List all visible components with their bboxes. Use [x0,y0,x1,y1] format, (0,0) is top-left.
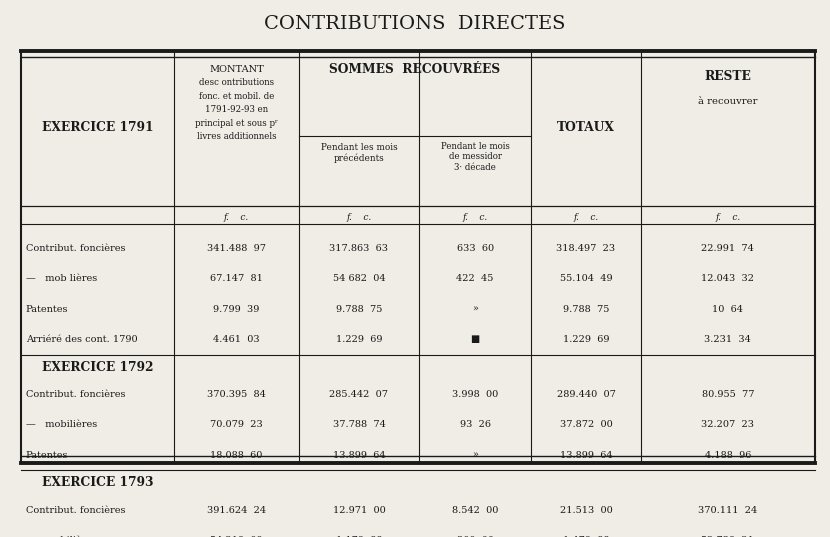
Text: SOMMES  RECOUVRÉES: SOMMES RECOUVRÉES [330,63,500,76]
Text: 1.229  69: 1.229 69 [335,335,383,344]
Text: Pendant les mois
précédents: Pendant les mois précédents [320,143,398,163]
Text: 52.739  21: 52.739 21 [701,536,754,537]
Text: 55.104  49: 55.104 49 [559,274,613,283]
Text: à recouvrer: à recouvrer [698,97,758,105]
Text: EXERCICE 1792: EXERCICE 1792 [42,360,154,374]
Text: 80.955  77: 80.955 77 [701,390,754,399]
Text: f.    c.: f. c. [346,213,372,222]
Text: MONTANT: MONTANT [209,65,264,74]
Text: 633  60: 633 60 [457,244,494,253]
Text: 391.624  24: 391.624 24 [207,506,266,515]
Text: 13.899  64: 13.899 64 [559,451,613,460]
Text: EXERCICE 1791: EXERCICE 1791 [42,121,154,134]
Text: »: » [472,304,478,314]
Text: 32.207  23: 32.207 23 [701,420,754,430]
Text: 1 479  88: 1 479 88 [563,536,609,537]
Text: 18.088  60: 18.088 60 [210,451,263,460]
Text: »: » [472,451,478,460]
Text: 22.991  74: 22.991 74 [701,244,754,253]
Text: Contribut. foncières: Contribut. foncières [26,244,125,253]
Text: —   mobilières: — mobilières [26,420,97,430]
Text: fonc. et mobil. de: fonc. et mobil. de [199,92,274,101]
Text: 54 682  04: 54 682 04 [333,274,385,283]
Text: ■: ■ [471,335,480,344]
Text: 300  00: 300 00 [457,536,494,537]
Text: 70.079  23: 70.079 23 [210,420,263,430]
Text: Contribut. foncières: Contribut. foncières [26,390,125,399]
Text: 1791-92-93 en: 1791-92-93 en [205,105,268,114]
Text: 37.872  00: 37.872 00 [559,420,613,430]
Text: 4.461  03: 4.461 03 [213,335,260,344]
Text: f.    c.: f. c. [462,213,488,222]
Text: Contribut. foncières: Contribut. foncières [26,506,125,515]
Text: 12.043  32: 12.043 32 [701,274,754,283]
Text: f.    c.: f. c. [574,213,598,222]
Text: 317.863  63: 317.863 63 [330,244,388,253]
Text: 285.442  07: 285.442 07 [330,390,388,399]
Text: 1.179  88: 1.179 88 [335,536,383,537]
Text: 10  64: 10 64 [712,304,744,314]
Text: 341.488  97: 341.488 97 [207,244,266,253]
Text: f.    c.: f. c. [715,213,740,222]
Text: Patentes: Patentes [26,304,68,314]
Text: desc ontributions: desc ontributions [199,78,274,87]
Text: 1.229  69: 1.229 69 [563,335,609,344]
Text: 4.188  96: 4.188 96 [705,451,751,460]
Text: 9.788  75: 9.788 75 [336,304,382,314]
Text: —   mob lières: — mob lières [26,274,97,283]
Text: 3.231  34: 3.231 34 [705,335,751,344]
Text: 318.497  23: 318.497 23 [556,244,616,253]
Text: livres additionnels: livres additionnels [197,132,276,141]
Text: 289.440  07: 289.440 07 [557,390,615,399]
Text: Arriéré des cont. 1790: Arriéré des cont. 1790 [26,335,137,344]
Text: 370.111  24: 370.111 24 [698,506,758,515]
Text: —   mobilières: — mobilières [26,536,97,537]
Text: 9.799  39: 9.799 39 [213,304,260,314]
Text: 54.219  09: 54.219 09 [210,536,263,537]
Text: principal et sous pʳ: principal et sous pʳ [195,119,278,128]
Text: 21.513  00: 21.513 00 [559,506,613,515]
Text: f.    c.: f. c. [224,213,249,222]
Text: 422  45: 422 45 [457,274,494,283]
Text: 9.788  75: 9.788 75 [563,304,609,314]
Text: 8.542  00: 8.542 00 [452,506,498,515]
Text: CONTRIBUTIONS  DIRECTES: CONTRIBUTIONS DIRECTES [264,16,566,33]
Text: 370.395  84: 370.395 84 [208,390,266,399]
Text: Patentes: Patentes [26,451,68,460]
Text: 12.971  00: 12.971 00 [333,506,385,515]
Text: 67.147  81: 67.147 81 [210,274,263,283]
Text: Pendant le mois
de messidor
3· décade: Pendant le mois de messidor 3· décade [441,142,510,172]
Text: TOTAUX: TOTAUX [557,121,615,134]
Text: 3.998  00: 3.998 00 [452,390,498,399]
Text: 37.788  74: 37.788 74 [333,420,385,430]
Text: 93  26: 93 26 [460,420,491,430]
Text: RESTE: RESTE [705,70,751,83]
Text: 13.899  64: 13.899 64 [333,451,385,460]
Text: EXERCICE 1793: EXERCICE 1793 [42,476,154,489]
